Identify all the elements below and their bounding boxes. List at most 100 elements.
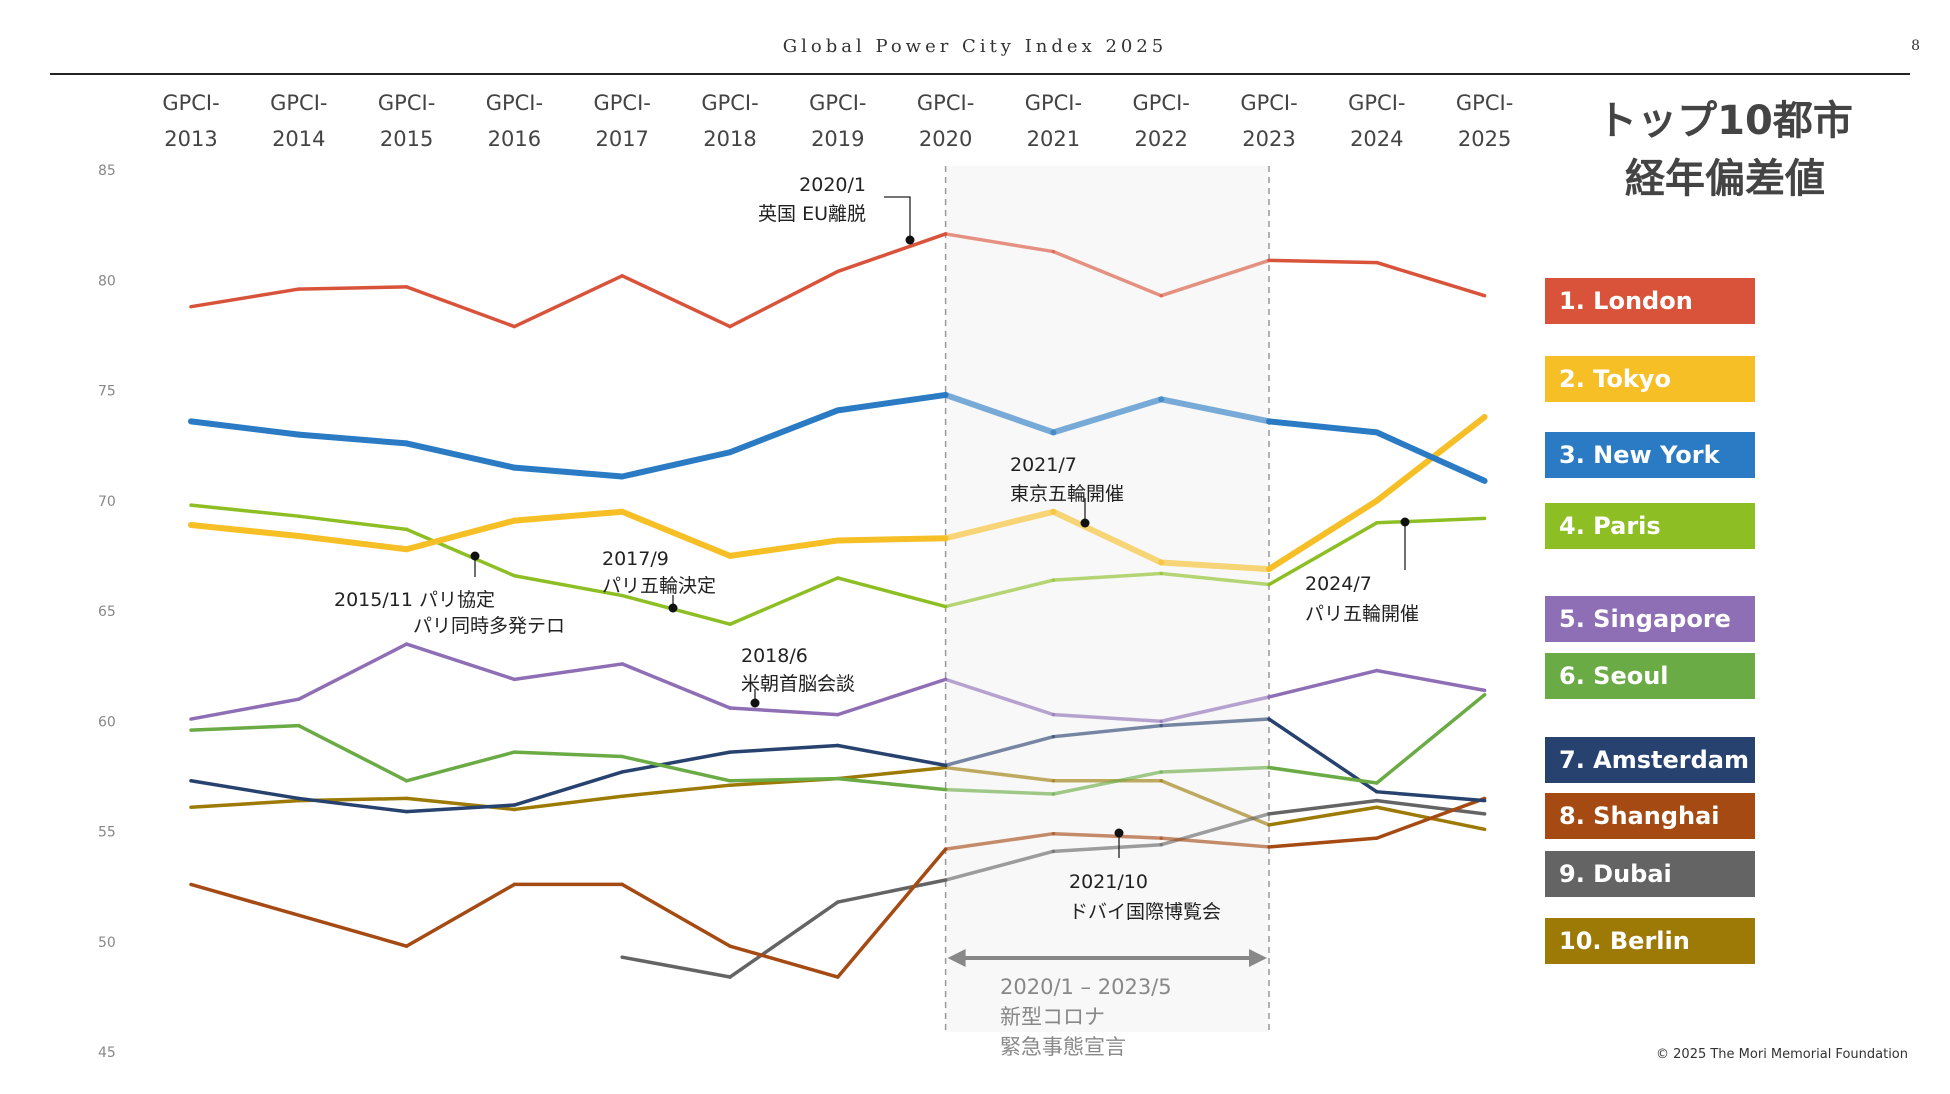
series-segment [1375, 260, 1487, 298]
series-segment [1159, 836, 1271, 849]
series-segment [836, 765, 948, 781]
x-tick-label-year: 2018 [703, 127, 756, 151]
series-4 [189, 503, 1487, 626]
x-tick-label-year: 2013 [164, 127, 217, 151]
series-segment [1159, 765, 1271, 774]
series-segment [728, 576, 840, 626]
annotation-text: 2021/7 [1010, 454, 1077, 476]
series-segment [1159, 571, 1271, 587]
x-tick-label-top: GPCI- [917, 91, 974, 115]
series-segment [1375, 668, 1487, 693]
covid-arrow-right-head [1249, 949, 1267, 967]
x-tick-label-top: GPCI- [594, 91, 651, 115]
x-tick-label-top: GPCI- [378, 91, 435, 115]
series-segment [728, 944, 840, 979]
x-tick-label-top: GPCI- [1240, 91, 1297, 115]
covid-label-line: 緊急事態宣言 [1000, 1035, 1126, 1059]
annotations: 2020/1 英国 EU離脱 2021/7 東京五輪開催 2015/11 パリ協定パリ同… [334, 174, 1419, 923]
series-segment [1373, 429, 1488, 484]
series-segment [727, 407, 841, 456]
annotation-text: パリ同時多発テロ [413, 615, 565, 637]
series-segment [297, 285, 409, 291]
series-segment [1267, 521, 1379, 587]
series-segment [404, 803, 517, 814]
series-lines [188, 232, 1488, 979]
series-segment [1375, 796, 1487, 840]
series-segment [189, 287, 301, 309]
series-segment [189, 798, 301, 809]
y-tick-label: 50 [98, 935, 116, 951]
series-8 [189, 796, 1487, 979]
annotation-text: 2020/1 [799, 174, 866, 196]
series-segment [297, 514, 409, 532]
series-segment [836, 232, 948, 274]
series-segment [297, 642, 409, 701]
series-segment [404, 642, 517, 682]
series-segment [943, 831, 1056, 851]
series-segment [836, 776, 948, 792]
series-segment [403, 440, 518, 471]
annotation-dot [470, 551, 480, 561]
x-tick-label-year: 2017 [595, 127, 648, 151]
series-segment [834, 535, 949, 544]
x-tick-label-year: 2023 [1242, 127, 1295, 151]
annotation-text: 2017/9 [602, 548, 669, 570]
series-segment [512, 794, 624, 812]
y-tick-label: 70 [98, 494, 116, 510]
series-segment [620, 274, 732, 329]
x-tick-label-top: GPCI- [1348, 91, 1405, 115]
legend-item-9: 9. Dubai [1545, 851, 1755, 897]
annotation-leader [884, 196, 911, 240]
series-segment [1267, 805, 1379, 827]
annotation-dot [750, 698, 760, 708]
annotation-dot [1080, 518, 1090, 528]
x-tick-label-top: GPCI- [809, 91, 866, 115]
legend-item-1: 1. London [1545, 278, 1755, 324]
y-tick-label: 80 [98, 273, 116, 289]
annotation-text: 2015/11 パリ協定 [334, 589, 495, 611]
series-segment [297, 723, 409, 783]
series-segment [189, 503, 301, 518]
series-segment [404, 285, 517, 329]
series-segment [943, 734, 1056, 768]
x-tick-label-year: 2024 [1350, 127, 1403, 151]
x-tick-label-year: 2022 [1134, 127, 1187, 151]
annotation-text: パリ五輪開催 [1305, 603, 1419, 625]
annotation-text: 東京五輪開催 [1010, 483, 1124, 505]
annotation-text: 2024/7 [1305, 573, 1372, 595]
header-title: Global Power City Index 2025 [782, 36, 1168, 57]
series-segment [942, 391, 1057, 436]
annotation-text: 2021/10 [1069, 871, 1148, 893]
series-segment [1158, 396, 1272, 425]
series-segment [295, 533, 410, 553]
series-segment [1266, 418, 1380, 436]
series-segment [1158, 559, 1272, 573]
series-segment [512, 274, 624, 329]
series-segment [1375, 790, 1487, 803]
series-segment [1267, 765, 1379, 785]
legend-item-7: 7. Amsterdam [1545, 737, 1755, 783]
legend-item-3: 3. New York [1545, 432, 1755, 478]
annotation-dot [1114, 828, 1124, 838]
annotation-dot [905, 235, 915, 245]
chart-title-line2: 経年偏差値 [1625, 156, 1825, 202]
y-tick-label: 75 [98, 384, 116, 400]
x-tick-label-top: GPCI- [1456, 91, 1513, 115]
series-9 [620, 798, 1487, 979]
series-segment [836, 847, 948, 979]
series-5 [189, 642, 1487, 723]
series-segment [512, 573, 624, 598]
series-segment [404, 527, 517, 578]
series-segment [943, 765, 1056, 783]
x-tick-label-top: GPCI- [1133, 91, 1190, 115]
legend-item-10: 10. Berlin [1545, 918, 1755, 964]
series-segment [1050, 508, 1165, 566]
series-segment [619, 508, 733, 559]
series-segment [728, 706, 840, 717]
covid-label-line: 新型コロナ [1000, 1005, 1105, 1029]
series-segment [1051, 842, 1163, 854]
series-segment [620, 882, 732, 948]
series-segment [1051, 770, 1163, 796]
